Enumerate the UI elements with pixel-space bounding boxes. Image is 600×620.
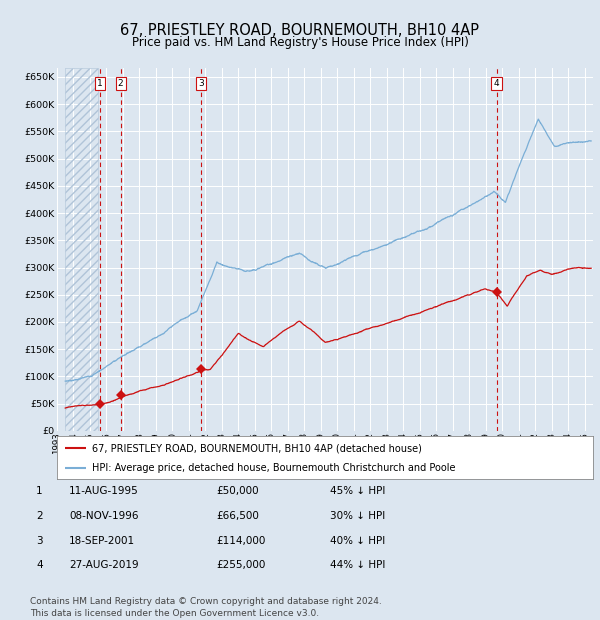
Text: £66,500: £66,500 [216,511,259,521]
Text: Contains HM Land Registry data © Crown copyright and database right 2024.
This d: Contains HM Land Registry data © Crown c… [30,596,382,618]
Text: 3: 3 [198,79,203,88]
Text: 4: 4 [494,79,499,88]
Text: 67, PRIESTLEY ROAD, BOURNEMOUTH, BH10 4AP (detached house): 67, PRIESTLEY ROAD, BOURNEMOUTH, BH10 4A… [92,443,422,453]
Text: 2: 2 [36,511,43,521]
Text: 1: 1 [36,486,43,496]
Text: 08-NOV-1996: 08-NOV-1996 [69,511,139,521]
Text: 30% ↓ HPI: 30% ↓ HPI [330,511,385,521]
Text: 4: 4 [36,560,43,570]
Text: 1: 1 [97,79,103,88]
Text: 11-AUG-1995: 11-AUG-1995 [69,486,139,496]
Text: 45% ↓ HPI: 45% ↓ HPI [330,486,385,496]
Text: Price paid vs. HM Land Registry's House Price Index (HPI): Price paid vs. HM Land Registry's House … [131,36,469,49]
Text: 40% ↓ HPI: 40% ↓ HPI [330,536,385,546]
Text: 44% ↓ HPI: 44% ↓ HPI [330,560,385,570]
Text: 67, PRIESTLEY ROAD, BOURNEMOUTH, BH10 4AP: 67, PRIESTLEY ROAD, BOURNEMOUTH, BH10 4A… [121,23,479,38]
Text: £114,000: £114,000 [216,536,265,546]
Text: £50,000: £50,000 [216,486,259,496]
Text: HPI: Average price, detached house, Bournemouth Christchurch and Poole: HPI: Average price, detached house, Bour… [92,463,455,473]
Text: 27-AUG-2019: 27-AUG-2019 [69,560,139,570]
Text: 2: 2 [118,79,124,88]
Text: 3: 3 [36,536,43,546]
Text: 18-SEP-2001: 18-SEP-2001 [69,536,135,546]
Text: £255,000: £255,000 [216,560,265,570]
